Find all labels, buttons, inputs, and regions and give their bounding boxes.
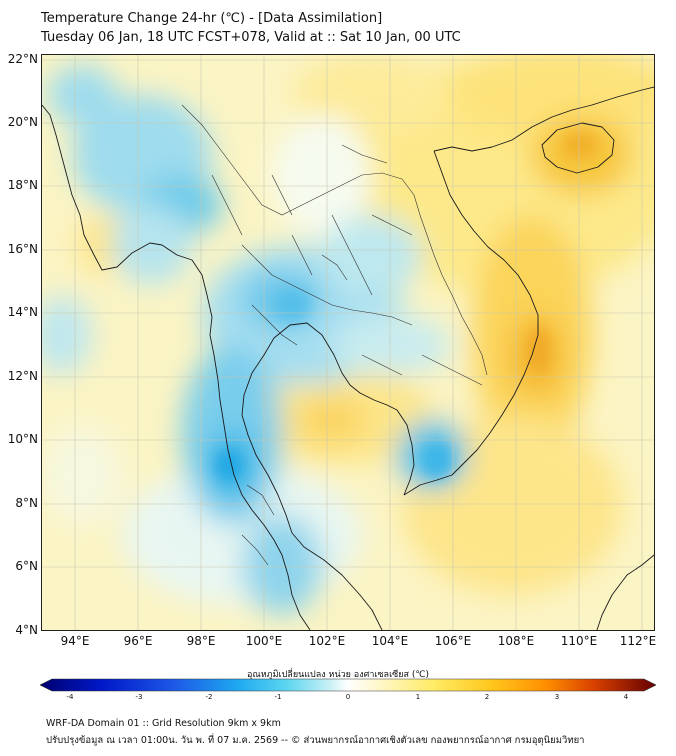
lon-tick-label: 102°E — [308, 634, 346, 648]
coastlines — [42, 86, 654, 630]
lon-tick-label: 98°E — [186, 634, 216, 648]
colorbar-tick: 1 — [415, 693, 421, 701]
lat-tick-label: 6°N — [15, 559, 38, 573]
lat-tick-label: 8°N — [15, 496, 38, 510]
map-title: Temperature Change 24-hr (℃) - [Data Ass… — [41, 11, 383, 26]
footer-domain-info: WRF-DA Domain 01 :: Grid Resolution 9km … — [46, 718, 281, 729]
map-canvas — [42, 55, 654, 630]
colorbar-label: อุณหภูมิเปลี่ยนแปลง หน่วย องศาเซลเซียส (… — [246, 670, 430, 680]
colorbar-tick: -4 — [66, 693, 74, 701]
admin-borders — [181, 104, 488, 566]
footer-credit: ปรับปรุงข้อมูล ณ เวลา 01:00น. วัน พ. ที่… — [46, 735, 585, 746]
lon-tick-label: 106°E — [434, 634, 472, 648]
lon-tick-label: 110°E — [560, 634, 598, 648]
colorbar-tick: -1 — [274, 693, 282, 701]
colorbar-tick: -2 — [205, 693, 213, 701]
colorbar-tick: 2 — [484, 693, 490, 701]
colorbar-tick: 0 — [345, 693, 351, 701]
temperature-field-detail — [215, 131, 598, 481]
lon-tick-label: 108°E — [497, 634, 535, 648]
colorbar — [40, 678, 656, 692]
lat-tick-label: 22°N — [7, 52, 38, 66]
lat-tick-label: 20°N — [7, 115, 38, 129]
colorbar-bar — [40, 678, 656, 692]
lon-tick-label: 112°E — [619, 634, 657, 648]
colorbar-tick: -3 — [135, 693, 143, 701]
graticule — [42, 55, 654, 630]
colorbar-tick: 4 — [623, 693, 629, 701]
lon-tick-label: 104°E — [371, 634, 409, 648]
temperature-change-map — [41, 54, 655, 631]
lat-tick-label: 16°N — [7, 242, 38, 256]
lat-tick-label: 4°N — [15, 623, 38, 637]
colorbar-tick: 3 — [554, 693, 560, 701]
map-subtitle: Tuesday 06 Jan, 18 UTC FCST+078, Valid a… — [41, 30, 461, 45]
lon-tick-label: 100°E — [245, 634, 283, 648]
lat-tick-label: 18°N — [7, 178, 38, 192]
lat-tick-label: 12°N — [7, 369, 38, 383]
lat-tick-label: 10°N — [7, 432, 38, 446]
lat-tick-label: 14°N — [7, 305, 38, 319]
lon-tick-label: 96°E — [123, 634, 153, 648]
lon-tick-label: 94°E — [60, 634, 90, 648]
